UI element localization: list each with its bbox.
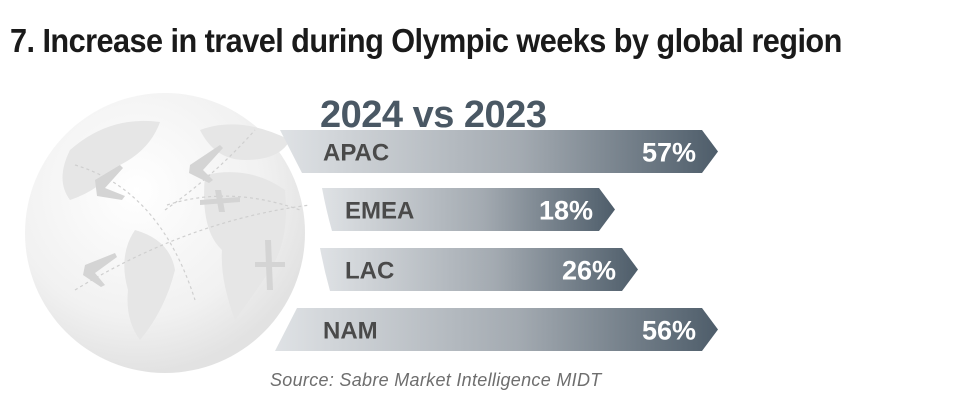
airplane-icon xyxy=(200,190,240,212)
chart-title: 7. Increase in travel during Olympic wee… xyxy=(10,22,842,59)
bar-apac xyxy=(280,130,718,173)
category-label: NAM xyxy=(323,318,378,345)
airplane-icon xyxy=(95,165,125,200)
value-label: 57% xyxy=(642,138,696,168)
airplane-icon xyxy=(255,240,285,290)
bar-lac xyxy=(320,248,638,291)
category-label: EMEA xyxy=(345,198,414,225)
flight-paths xyxy=(74,129,311,301)
airplane-icon xyxy=(83,253,117,287)
airplane-icon xyxy=(189,145,223,183)
airplane-icons xyxy=(83,145,285,290)
category-label: LAC xyxy=(345,258,394,285)
value-label: 56% xyxy=(642,316,696,346)
continents xyxy=(62,120,290,340)
chart-subtitle: 2024 vs 2023 xyxy=(320,94,547,136)
value-label: 18% xyxy=(539,196,593,226)
source-note: Source: Sabre Market Intelligence MIDT xyxy=(270,370,602,390)
value-label: 26% xyxy=(562,256,616,286)
bar-emea xyxy=(322,188,615,231)
category-label: APAC xyxy=(323,140,389,167)
bar-nam xyxy=(275,308,718,351)
